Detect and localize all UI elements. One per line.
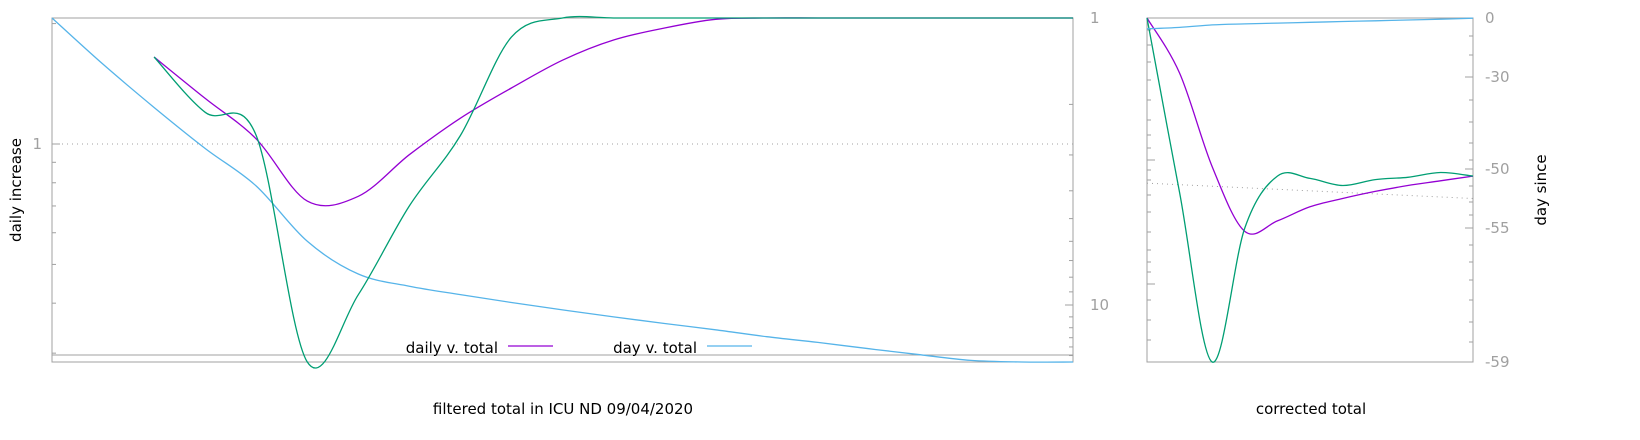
main-legend: daily v. total day v. total bbox=[406, 339, 752, 357]
side-x-axis-label: corrected total bbox=[1256, 400, 1366, 418]
main-chart-panel: 1 1 10 daily increase filtered total in IC… bbox=[7, 9, 1109, 418]
legend-label-day: day v. total bbox=[613, 339, 697, 357]
side-plot-frame bbox=[1146, 17, 1474, 363]
side-right-tick-label: -30 bbox=[1485, 68, 1510, 86]
side-tick-labels: 0 -30 -50 -55 -59 bbox=[1485, 9, 1510, 371]
side-tick-marks bbox=[1147, 17, 1473, 363]
side-right-tick-label: -59 bbox=[1485, 353, 1510, 371]
main-x-axis-label: filtered total in ICU ND 09/04/2020 bbox=[433, 400, 693, 418]
main-tick-labels: 1 1 10 bbox=[32, 9, 1109, 314]
main-tick-marks bbox=[52, 17, 1073, 357]
main-y-axis-label: daily increase bbox=[7, 138, 25, 242]
side-right-tick-label: 0 bbox=[1485, 9, 1495, 27]
side-right-tick-label: -50 bbox=[1485, 160, 1510, 178]
main-right-tick-label: 1 bbox=[1090, 9, 1100, 27]
side-reference-line bbox=[1146, 182, 1474, 199]
side-series-purple-line bbox=[1146, 17, 1474, 235]
main-series-blue-line bbox=[51, 17, 1074, 363]
main-right-tick-label: 10 bbox=[1090, 296, 1109, 314]
side-chart-panel: 0 -30 -50 -55 -59 day since corrected total bbox=[1146, 9, 1550, 418]
side-series-blue-line bbox=[1146, 17, 1474, 30]
side-series-green-line bbox=[1146, 17, 1474, 363]
legend-label-daily: daily v. total bbox=[406, 339, 498, 357]
main-series-green-line bbox=[153, 15, 1073, 369]
main-series-purple-line bbox=[153, 17, 1073, 207]
side-y-axis-label: day since bbox=[1532, 154, 1550, 225]
side-right-tick-label: -55 bbox=[1485, 219, 1510, 237]
main-left-tick-label: 1 bbox=[32, 135, 42, 153]
side-series-lines bbox=[1146, 17, 1474, 363]
main-series-lines bbox=[51, 15, 1074, 369]
